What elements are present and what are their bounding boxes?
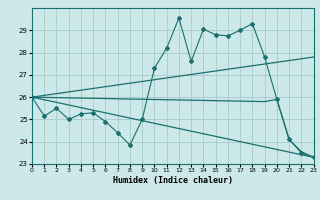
- X-axis label: Humidex (Indice chaleur): Humidex (Indice chaleur): [113, 176, 233, 185]
